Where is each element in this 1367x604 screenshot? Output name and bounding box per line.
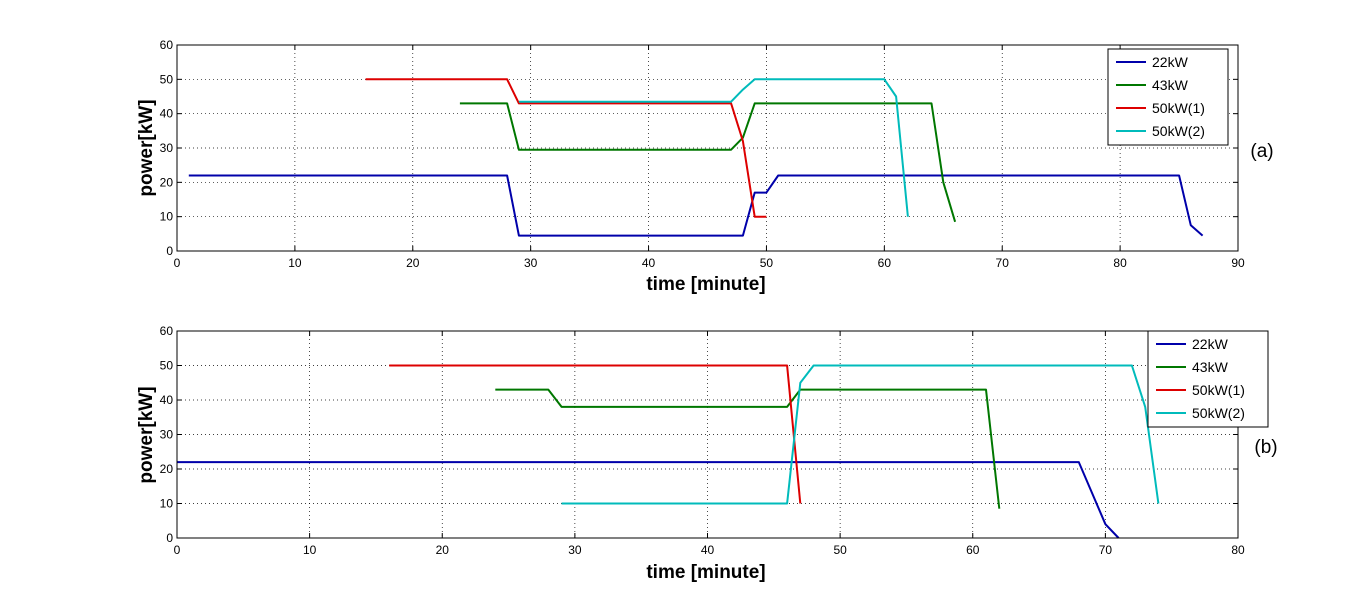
x-tick-label: 80 [1231,543,1245,557]
panel-label: (a) [1250,141,1273,162]
x-tick-label: 50 [833,543,847,557]
x-tick-label: 80 [1113,256,1127,270]
x-tick-label: 10 [288,256,302,270]
series-line-50kW(1) [389,364,802,504]
x-tick-label: 50 [760,256,774,270]
series-line-50kW(2) [561,364,1160,505]
x-tick-label: 40 [701,543,715,557]
y-axis-title: power[kW] [136,386,157,483]
x-tick-label: 0 [174,543,181,557]
chart-panel-a: 0 10 20 30 40 50 60 70 80 90 0 10 20 30 40 50 60 time [mi… [136,38,1274,295]
x-tick-label: 30 [524,256,538,270]
series-line-50kW(2) [518,78,909,217]
series-line-22kW [177,461,1120,539]
y-tick-label: 40 [160,107,174,121]
panel-label: (b) [1254,437,1277,458]
legend-label-43kW: 43kW [1192,359,1229,375]
y-tick-label: 50 [160,359,174,373]
y-tick-label: 10 [160,210,174,224]
legend-label-22kW: 22kW [1152,54,1189,70]
series-line-22kW [188,174,1204,237]
x-tick-label: 20 [406,256,420,270]
y-axis-title: power[kW] [136,99,157,196]
legend-label-50kW(1): 50kW(1) [1192,382,1245,398]
y-tick-label: 20 [160,175,174,189]
x-tick-label: 70 [1099,543,1113,557]
plot-area [177,331,1238,538]
plot-area [177,45,1238,251]
legend-label-50kW(2): 50kW(2) [1192,405,1245,421]
series-line-43kW [495,388,1001,509]
series-line-43kW [459,102,957,223]
x-tick-label: 10 [303,543,317,557]
y-tick-label: 60 [160,38,174,52]
x-axis-title: time [minute] [646,274,765,295]
y-tick-label: 40 [160,393,174,407]
y-tick-label: 30 [160,428,174,442]
legend-label-50kW(1): 50kW(1) [1152,100,1205,116]
x-tick-label: 40 [642,256,656,270]
y-tick-label: 50 [160,72,174,86]
legend-label-43kW: 43kW [1152,77,1189,93]
x-tick-label: 60 [966,543,980,557]
legend-box [1147,330,1269,428]
legend-label-50kW(2): 50kW(2) [1152,123,1205,139]
x-tick-label: 60 [878,256,892,270]
y-tick-label: 60 [160,324,174,338]
series-line-50kW(1) [365,78,767,218]
x-tick-label: 90 [1231,256,1245,270]
legend-label-22kW: 22kW [1192,336,1229,352]
legend-box [1107,48,1229,146]
x-tick-label: 0 [174,256,181,270]
x-tick-label: 70 [996,256,1010,270]
x-tick-label: 20 [436,543,450,557]
y-tick-label: 30 [160,141,174,155]
legend: 22kW 43kW 50kW(1) 50kW(2) [1147,330,1269,428]
y-tick-label: 10 [160,497,174,511]
y-tick-label: 0 [166,531,173,545]
x-tick-label: 30 [568,543,582,557]
legend: 22kW 43kW 50kW(1) 50kW(2) [1107,48,1229,146]
chart-panel-b: 0 10 20 30 40 50 60 70 80 0 10 20 30 40 50 60 time [minu… [136,324,1278,583]
x-axis-title: time [minute] [646,562,765,583]
y-tick-label: 20 [160,462,174,476]
y-tick-label: 0 [166,244,173,258]
